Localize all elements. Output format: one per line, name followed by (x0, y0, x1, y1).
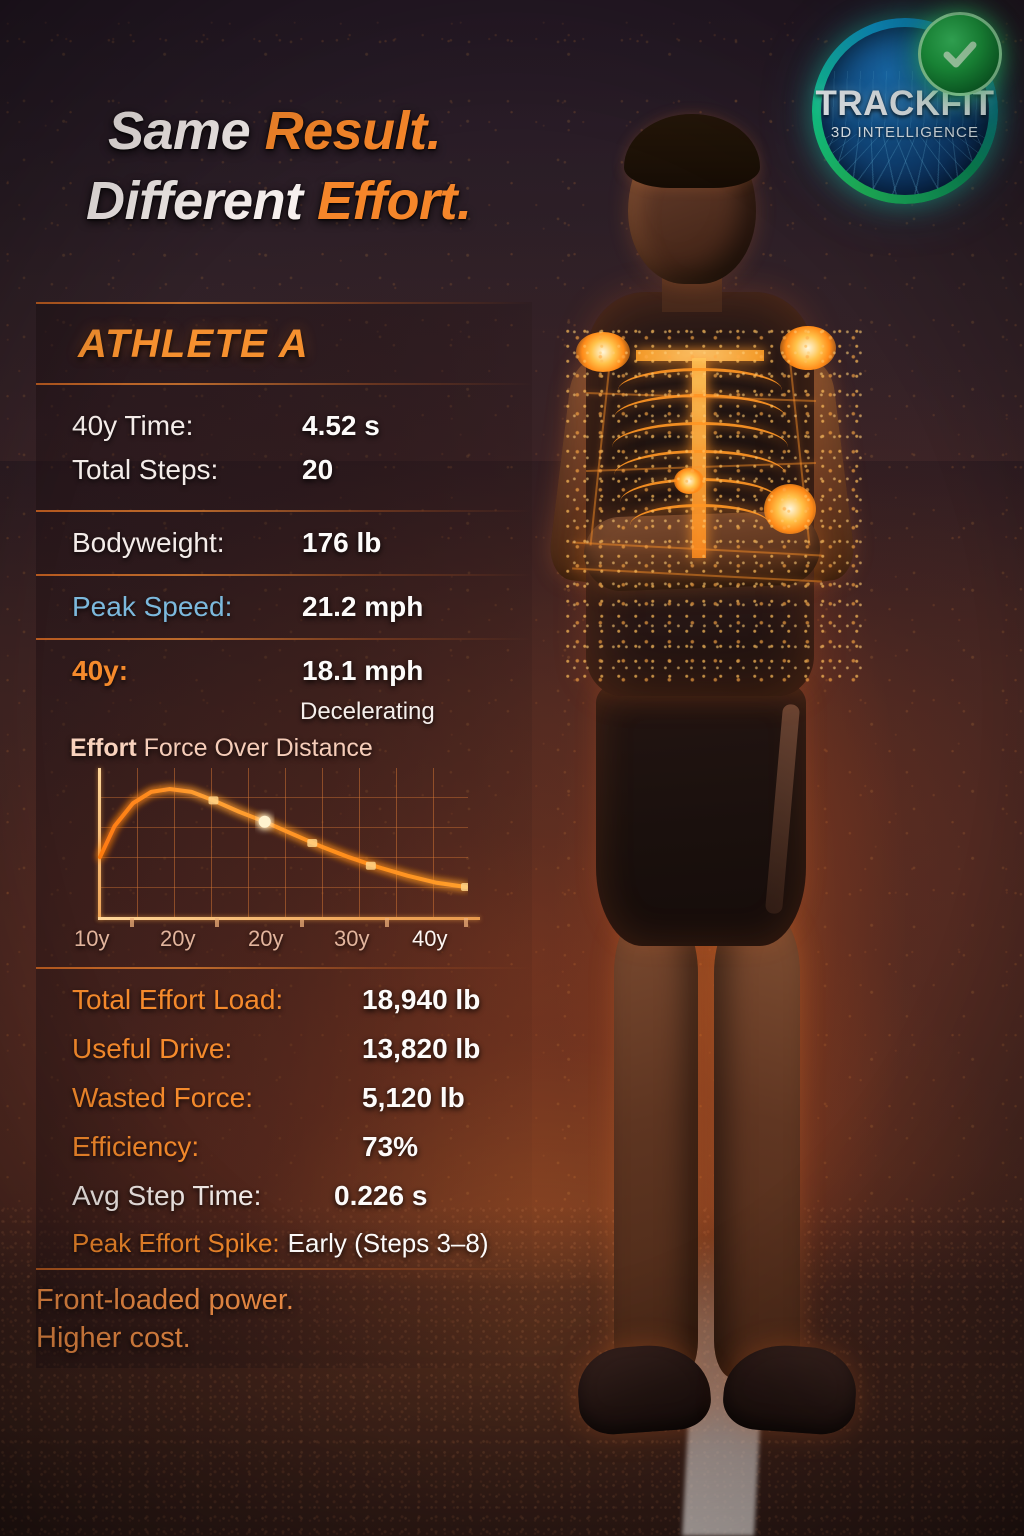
stat-row-peak-speed: Peak Speed: 21.2 mph (72, 591, 512, 623)
chart-x-tick-label: 20y (248, 926, 284, 951)
stat-label: Wasted Force: (72, 1082, 254, 1113)
stat-value: 73% (362, 1131, 419, 1162)
stat-value: 5,120 lb (362, 1082, 465, 1113)
chart-plot-area (98, 787, 468, 892)
stat-label: 40y Time: (72, 410, 194, 441)
stat-row-total-steps: Total Steps: 20 (72, 454, 512, 486)
stat-label: 40y: (72, 655, 129, 686)
chart-data-markers (208, 796, 468, 892)
headline-line1-accent: Result. (264, 101, 442, 161)
chart-effort-curve (98, 787, 468, 890)
headline-line1-white: Same (108, 101, 265, 161)
stat-label: Avg Step Time: (72, 1180, 262, 1211)
stat-label: Total Steps: (72, 454, 219, 485)
summary-verdict: Front-loaded power. Higher cost. (36, 1282, 294, 1357)
chart-peak-glow-marker (258, 815, 271, 828)
chart-x-tick-label: 10y (74, 926, 110, 951)
panel-divider (36, 302, 532, 304)
headline-line2-accent: Effort. (317, 171, 472, 232)
effort-force-chart (68, 768, 480, 927)
stat-row-peak-effort-spike: Peak Effort Spike: Early (Steps 3–8) (72, 1228, 512, 1259)
chart-title: Effort Force Over Distance (70, 734, 373, 763)
stat-label: Total Effort Load: (72, 984, 284, 1015)
stat-value: 176 lb (302, 527, 382, 558)
summary-line-2: Higher cost. (36, 1321, 191, 1354)
stat-value: 20 (302, 454, 334, 485)
page-title: Same Result. Different Effort. (86, 96, 472, 236)
chart-title-bold: Effort (70, 734, 137, 762)
chart-marker (365, 861, 376, 870)
panel-divider (36, 638, 532, 640)
stat-label: Peak Effort Spike: (72, 1228, 280, 1258)
stat-value: 18,940 lb (362, 984, 481, 1015)
stat-row-useful-drive: Useful Drive: 13,820 lb (72, 1033, 512, 1065)
chart-marker (307, 839, 318, 847)
panel-divider (36, 574, 532, 576)
stat-value: 4.52 s (302, 410, 380, 441)
headline-line2-white: Different (86, 171, 318, 232)
chart-x-tick-label: 40y (412, 926, 448, 951)
stat-value: 18.1 mph (302, 655, 424, 686)
athlete-right-leg (714, 908, 800, 1378)
stat-label: Efficiency: (72, 1131, 200, 1162)
panel-divider (36, 967, 532, 969)
stat-row-bodyweight: Bodyweight: 176 lb (72, 527, 512, 559)
stat-value: Early (Steps 3–8) (287, 1228, 489, 1258)
stat-value: 0.226 s (334, 1180, 428, 1211)
stat-value: 13,820 lb (362, 1033, 481, 1064)
headline-line-2: Different Effort. (86, 166, 472, 236)
athlete-stats-panel: ATHLETE A 40y Time: 4.52 s Total Steps: … (36, 302, 532, 1368)
trackfit-logo-badge[interactable]: TRACKFIT 3D INTELLIGENCE (812, 12, 1002, 204)
stat-label: Peak Speed: (72, 591, 233, 622)
stat-value: 21.2 mph (302, 591, 424, 622)
summary-line-1: Front-loaded power. (36, 1284, 294, 1316)
badge-brand-tagline: 3D INTELLIGENCE (830, 124, 980, 141)
stat-row-wasted-force: Wasted Force: 5,120 lb (72, 1082, 512, 1114)
athlete-photo (468, 96, 948, 1476)
chart-marker (208, 796, 219, 805)
athlete-hair (624, 114, 760, 188)
athlete-crossed-forearms (582, 509, 822, 593)
badge-perspective-grid (821, 134, 989, 195)
headline-line-1: Same Result. (108, 96, 472, 166)
check-icon (918, 12, 1002, 96)
deceleration-note: Decelerating (300, 698, 435, 725)
chart-title-rest: Force Over Distance (136, 734, 373, 762)
stat-row-total-effort-load: Total Effort Load: 18,940 lb (72, 984, 512, 1016)
stat-row-efficiency: Efficiency: 73% (72, 1131, 512, 1163)
stat-label: Useful Drive: (72, 1033, 233, 1064)
stat-row-40y-speed: 40y: 18.1 mph (72, 655, 512, 687)
panel-divider (36, 383, 532, 385)
panel-title: ATHLETE A (78, 322, 309, 366)
chart-x-tick-label: 20y (160, 926, 196, 951)
chart-marker (461, 883, 468, 892)
panel-divider (36, 1268, 532, 1270)
chart-x-tick-label: 30y (334, 926, 370, 951)
stat-row-40y-time: 40y Time: 4.52 s (72, 410, 512, 442)
panel-divider (36, 510, 532, 512)
athlete-left-leg (614, 908, 698, 1378)
stat-label: Bodyweight: (72, 527, 225, 558)
stat-row-avg-step-time: Avg Step Time: 0.226 s (72, 1180, 512, 1212)
athlete-torso (586, 292, 814, 696)
